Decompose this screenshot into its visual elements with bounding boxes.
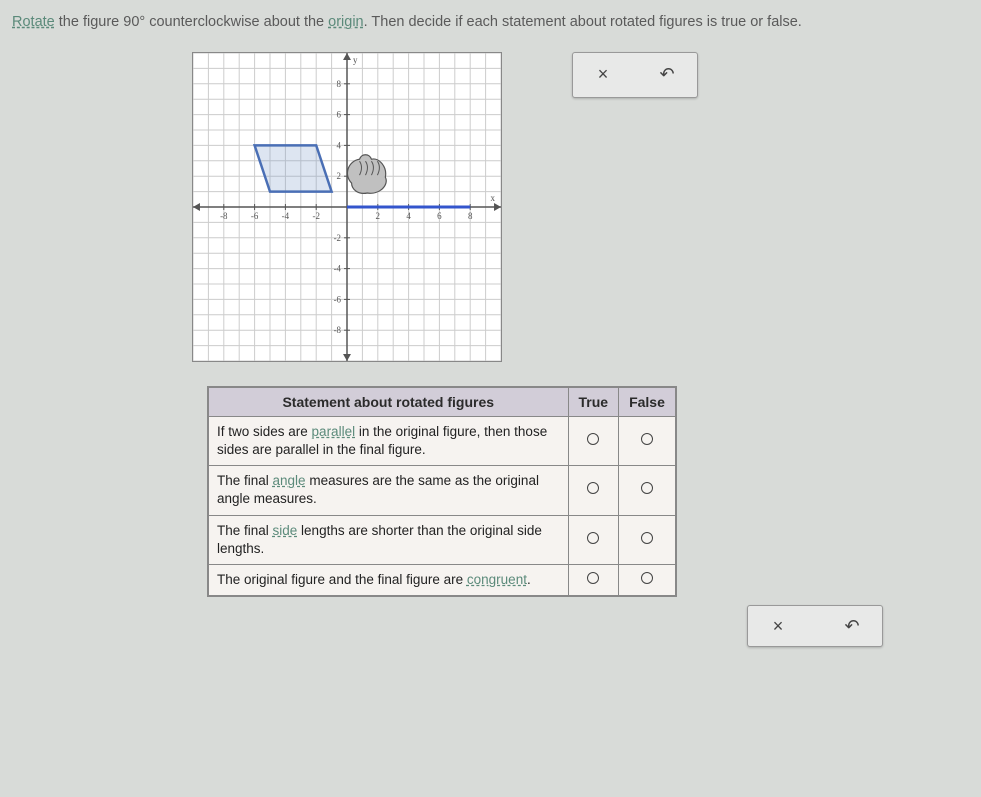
svg-text:2: 2 (376, 211, 380, 221)
question-seg-2: . Then decide if each statement about ro… (364, 14, 802, 30)
radio-false[interactable] (619, 416, 676, 465)
svg-text:8: 8 (468, 211, 473, 221)
svg-text:x: x (491, 193, 496, 203)
svg-text:4: 4 (406, 211, 411, 221)
statements-table-wrap: Statement about rotated figures True Fal… (207, 386, 969, 648)
svg-text:-4: -4 (334, 263, 342, 273)
radio-true[interactable] (568, 416, 619, 465)
keyword-rotate: Rotate (12, 14, 55, 30)
graph-toolbox: × ↶ (572, 52, 698, 98)
radio-circle-icon (587, 532, 599, 544)
table-header-true: True (568, 387, 619, 417)
svg-text:-2: -2 (312, 211, 319, 221)
undo-icon[interactable]: ↶ (840, 614, 864, 638)
svg-text:-4: -4 (282, 211, 290, 221)
radio-false[interactable] (619, 565, 676, 597)
svg-text:6: 6 (437, 211, 442, 221)
question-seg-1: the figure 90° counterclockwise about th… (55, 14, 328, 30)
table-row: The final side lengths are shorter than … (208, 515, 676, 564)
keyword-congruent: congruent (467, 572, 527, 587)
svg-text:-8: -8 (334, 325, 342, 335)
undo-icon[interactable]: ↶ (655, 63, 679, 87)
statement-cell: If two sides are parallel in the origina… (208, 416, 568, 465)
table-toolbox: × ↶ (747, 605, 883, 647)
radio-circle-icon (587, 433, 599, 445)
content-row: -8 -8 -6 -6 -4 -4 -2 -2 2 2 4 4 6 6 8 8 x y × ↶ (192, 52, 969, 362)
radio-false[interactable] (619, 515, 676, 564)
statements-table: Statement about rotated figures True Fal… (207, 386, 677, 598)
keyword-origin: origin (328, 14, 363, 30)
statement-cell: The original figure and the final figure… (208, 565, 568, 597)
svg-text:-8: -8 (220, 211, 228, 221)
radio-circle-icon (641, 433, 653, 445)
radio-true[interactable] (568, 565, 619, 597)
statement-cell: The final angle measures are the same as… (208, 466, 568, 515)
table-row: The original figure and the final figure… (208, 565, 676, 597)
radio-circle-icon (587, 482, 599, 494)
table-row: The final angle measures are the same as… (208, 466, 676, 515)
radio-circle-icon (641, 482, 653, 494)
svg-text:6: 6 (337, 109, 342, 119)
svg-text:8: 8 (337, 79, 342, 89)
radio-true[interactable] (568, 466, 619, 515)
svg-text:-6: -6 (251, 211, 259, 221)
svg-text:-6: -6 (334, 294, 342, 304)
table-row: If two sides are parallel in the origina… (208, 416, 676, 465)
radio-circle-icon (641, 532, 653, 544)
radio-true[interactable] (568, 515, 619, 564)
radio-false[interactable] (619, 466, 676, 515)
question-text: Rotate the figure 90° counterclockwise a… (12, 12, 969, 34)
table-header-false: False (619, 387, 676, 417)
close-icon[interactable]: × (766, 614, 790, 638)
close-icon[interactable]: × (591, 63, 615, 87)
coordinate-graph[interactable]: -8 -8 -6 -6 -4 -4 -2 -2 2 2 4 4 6 6 8 8 x y (192, 52, 502, 362)
table-header-statement: Statement about rotated figures (208, 387, 568, 417)
keyword-angle: angle (273, 473, 306, 488)
keyword-parallel: parallel (312, 424, 356, 439)
svg-text:-2: -2 (334, 233, 341, 243)
radio-circle-icon (587, 572, 599, 584)
svg-text:2: 2 (337, 171, 341, 181)
statement-cell: The final side lengths are shorter than … (208, 515, 568, 564)
keyword-side: side (273, 523, 298, 538)
radio-circle-icon (641, 572, 653, 584)
svg-text:4: 4 (337, 140, 342, 150)
svg-text:y: y (353, 55, 358, 65)
